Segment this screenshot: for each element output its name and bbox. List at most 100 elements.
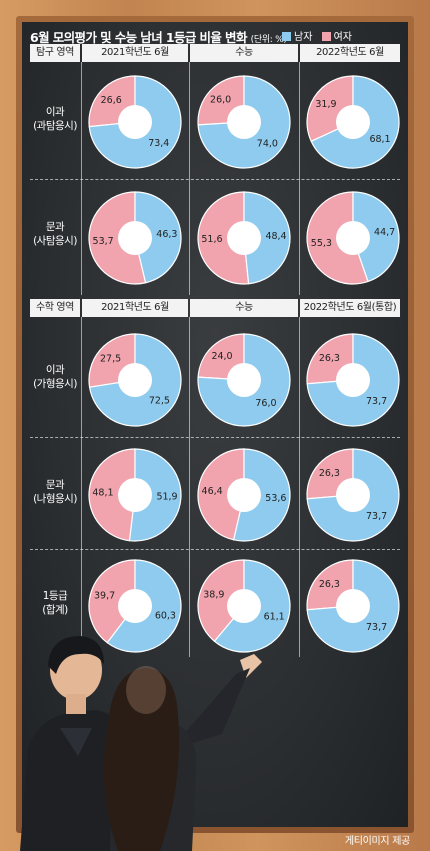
students-illustration [20, 636, 262, 851]
column-header-2021-june: 2021학년도 6월 [82, 44, 188, 62]
chart-title-text: 6월 모의평가 및 수능 남녀 1등급 비율 변화 [30, 30, 247, 45]
donut-hole [118, 105, 152, 139]
donut-hole [118, 221, 152, 255]
legend-swatch-male [282, 32, 291, 41]
chart-title: 6월 모의평가 및 수능 남녀 1등급 비율 변화 (단위: %) [30, 27, 287, 46]
man-figure [20, 636, 132, 851]
legend-label-female: 여자 [333, 32, 352, 43]
grid-hline [30, 549, 400, 550]
donut-hole [336, 221, 370, 255]
data-label-male: 44,7 [374, 227, 395, 238]
pie-slice-male [134, 191, 182, 284]
row-label-sub: (사탐응시) [33, 235, 77, 247]
data-label-female: 39,7 [94, 590, 115, 601]
image-credit: 게티이미지 제공 [344, 836, 410, 847]
column-header-2022-june: 2022학년도 6월 [300, 44, 400, 62]
row-label-main: 이과 [45, 106, 65, 118]
pie-slice-female [88, 559, 136, 644]
data-label-female: 26,3 [319, 468, 340, 479]
data-label-male: 73,7 [366, 511, 387, 522]
data-label-female: 51,6 [201, 234, 222, 245]
data-label-male: 72,5 [149, 395, 170, 406]
grid-vline [81, 62, 82, 295]
legend-label-male: 남자 [294, 32, 313, 43]
row-label-science-natural: 이과 (과탐응시) [28, 105, 82, 133]
pie-slice-female [88, 448, 136, 542]
data-label-female: 53,7 [93, 236, 114, 247]
data-label-female: 38,9 [203, 590, 224, 601]
data-label-male: 53,6 [265, 493, 286, 504]
donut-hole [227, 363, 261, 397]
pie-slice-female [197, 448, 245, 541]
grid-vline [81, 317, 82, 657]
data-label-male: 68,1 [369, 134, 390, 145]
data-label-male: 73,7 [366, 622, 387, 633]
pie-slice-female [88, 191, 147, 285]
data-label-female: 46,4 [202, 486, 223, 497]
row-label-main: 문과 [45, 221, 65, 233]
data-label-male: 73,4 [148, 138, 169, 149]
data-label-female: 55,3 [311, 238, 332, 249]
row-label-math-natural: 이과 (가형응시) [28, 363, 82, 391]
pie-slice-female [197, 559, 245, 643]
donut-hole [118, 363, 152, 397]
grid-hline [30, 179, 400, 180]
donut-hole [227, 221, 261, 255]
donut-hole [336, 589, 370, 623]
row-label-sub: (과탐응시) [33, 120, 77, 132]
data-label-female: 24,0 [211, 351, 232, 362]
column-header-csat: 수능 [190, 44, 298, 62]
data-label-female: 31,9 [315, 99, 336, 110]
grid-vline [189, 62, 190, 295]
data-label-male: 73,7 [366, 396, 387, 407]
donut-hole [118, 478, 152, 512]
row-label-main: 이과 [45, 364, 65, 376]
data-label-male: 48,4 [265, 231, 286, 242]
data-label-male: 60,3 [155, 611, 176, 622]
woman-figure [103, 654, 262, 851]
data-label-male: 61,1 [264, 611, 285, 622]
pie-slice-male [128, 448, 182, 542]
pie-slice-female [197, 191, 250, 285]
donut-hole [227, 589, 261, 623]
column-header-csat: 수능 [190, 299, 298, 317]
donut-hole [336, 363, 370, 397]
section-header-math: 수학 영역 [30, 299, 80, 317]
legend-swatch-female [321, 32, 331, 41]
row-label-sub: (합계) [42, 604, 68, 616]
row-label-sub: (나형응시) [33, 493, 77, 505]
unit-label: (단위: %) [250, 35, 287, 45]
grid-vline [299, 62, 300, 295]
grid-hline [30, 437, 400, 438]
data-label-female: 26,6 [101, 95, 122, 106]
donut-hole [227, 105, 261, 139]
data-label-male: 74,0 [257, 138, 278, 149]
pie-slice-male [232, 448, 291, 542]
pie-slice-male [352, 191, 400, 283]
donut-hole [336, 478, 370, 512]
data-label-female: 26,0 [210, 95, 231, 106]
donut-hole [336, 105, 370, 139]
column-header-2022-june-integrated: 2022학년도 6월(통합) [300, 299, 400, 317]
pie-slice-male [243, 191, 291, 285]
data-label-female: 26,3 [319, 353, 340, 364]
row-label-sub: (가형응시) [33, 378, 77, 390]
row-label-math-total: 1등급 (합계) [28, 589, 82, 617]
data-label-female: 48,1 [92, 488, 113, 499]
column-header-2021-june: 2021학년도 6월 [82, 299, 188, 317]
donut-hole [118, 589, 152, 623]
grid-vline [299, 317, 300, 657]
row-label-main: 1등급 [42, 590, 68, 602]
data-label-female: 27,5 [100, 354, 121, 365]
data-label-male: 46,3 [156, 229, 177, 240]
grid-vline [189, 317, 190, 657]
data-label-male: 51,9 [156, 491, 177, 502]
data-label-male: 76,0 [255, 398, 276, 409]
section-header-science: 탐구 영역 [30, 44, 80, 62]
donut-hole [227, 478, 261, 512]
row-label-main: 문과 [45, 479, 65, 491]
data-label-female: 26,3 [319, 579, 340, 590]
row-label-math-liberal: 문과 (나형응시) [28, 478, 82, 506]
legend: 남자 여자 [276, 28, 352, 43]
